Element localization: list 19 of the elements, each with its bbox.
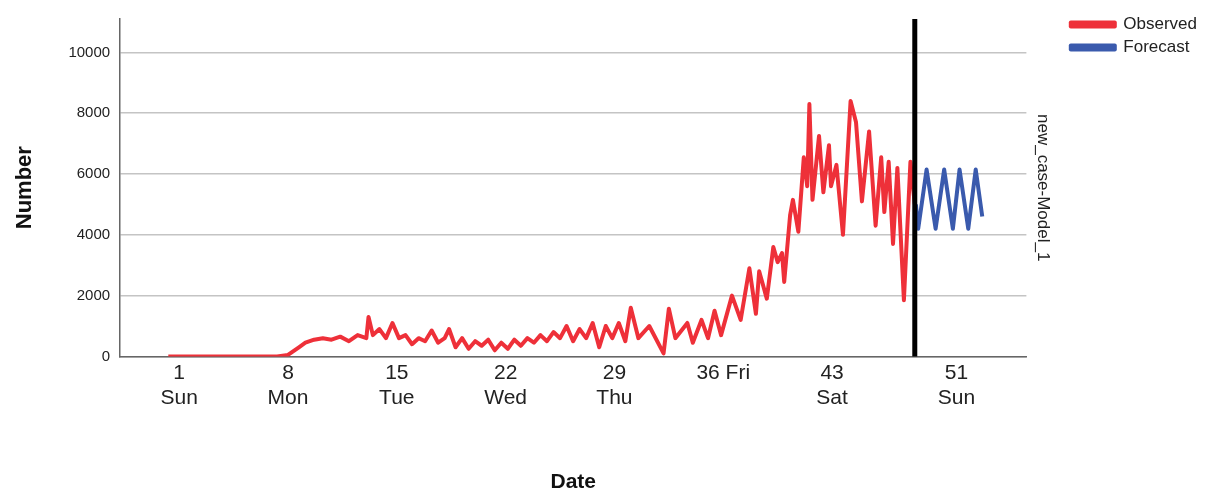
- y-tick-label: 6000: [76, 164, 111, 182]
- y-tick-label: 2000: [76, 285, 111, 303]
- x-tick-label: 29 Thu: [596, 359, 633, 408]
- x-tick-label: 36 Fri: [696, 359, 751, 383]
- y-tick-label: 10000: [68, 42, 111, 60]
- x-tick-label: 51 Sun: [937, 359, 976, 408]
- x-tick-label: 43 Sat: [816, 359, 848, 408]
- y-tick-label: 0: [101, 346, 111, 364]
- legend-label: Forecast: [1123, 37, 1190, 57]
- y-tick-label: 8000: [76, 103, 111, 121]
- x-tick-label: 15 Tue: [379, 359, 415, 408]
- x-axis-title: Date: [550, 469, 597, 493]
- x-tick-label: 22 Wed: [484, 359, 528, 408]
- y2-axis-title: new_case-Model_1: [1033, 113, 1053, 262]
- x-tick-label: 1 Sun: [160, 359, 198, 408]
- y-axis-title: Number: [11, 145, 37, 230]
- legend-label: Observed: [1123, 14, 1197, 34]
- y-tick-label: 4000: [76, 224, 111, 242]
- x-tick-label: 8 Mon: [267, 359, 309, 408]
